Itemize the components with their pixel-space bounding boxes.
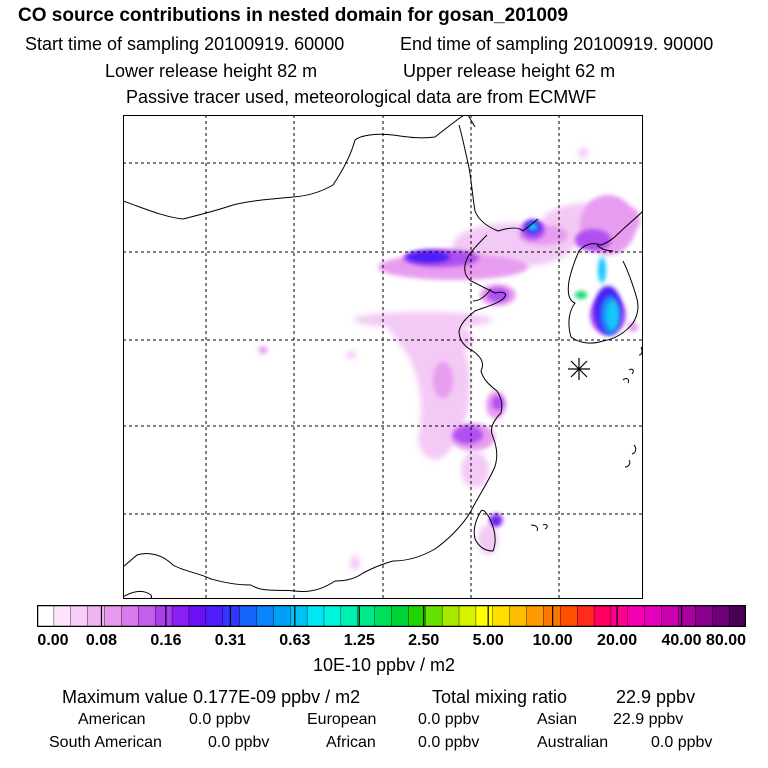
colorbar-cell	[256, 605, 275, 627]
colorbar-tick-label: 5.00	[472, 632, 504, 649]
colorbar-cell	[458, 605, 477, 627]
colorbar-cell	[712, 605, 730, 627]
coastlines	[123, 115, 643, 599]
high-plume	[528, 223, 620, 335]
map-panel	[123, 115, 643, 599]
colorbar-cell	[357, 605, 376, 627]
colorbar-tick-label: 2.50	[408, 632, 440, 649]
colorbar-cell	[560, 605, 578, 627]
colorbar-tick-label: 80.00	[705, 632, 747, 649]
colorbar-cell	[53, 605, 72, 627]
plot-title: CO source contributions in nested domain…	[18, 5, 569, 26]
colorbar-cell	[526, 605, 545, 627]
colorbar-cell	[188, 605, 207, 627]
map-frame	[123, 115, 643, 599]
region-african-value: 0.0 ppbv	[418, 734, 480, 751]
colorbar-cell	[475, 605, 494, 627]
region-asian-label: Asian	[537, 711, 578, 728]
colorbar-cell	[154, 605, 173, 627]
colorbar-cell	[728, 605, 746, 627]
colorbar-cell	[70, 605, 89, 627]
colorbar-cell	[425, 605, 443, 627]
colorbar-tick-label: 40.00	[661, 632, 702, 649]
colorbar-cell	[138, 605, 156, 627]
plume-layer	[259, 148, 640, 570]
region-european-label: European	[307, 711, 377, 728]
colorbar-cell	[323, 605, 342, 627]
colorbar-tick-label: 0.16	[150, 632, 182, 649]
colorbar-tick-label: 0.00	[37, 632, 69, 649]
graticule	[123, 115, 643, 599]
colorbar-tick-label: 0.31	[214, 632, 246, 649]
end-time-label: End time of sampling 20100919. 90000	[400, 34, 714, 54]
colorbar-cell	[273, 605, 292, 627]
maximum-value-label: Maximum value 0.177E-09 ppbv / m2	[62, 687, 361, 707]
colorbar-cell	[306, 605, 325, 627]
colorbar-cell	[340, 605, 359, 627]
colorbar-major-dividers	[100, 605, 683, 627]
colorbar-cell	[37, 605, 55, 627]
colorbar-cell	[205, 605, 224, 627]
colorbar-cell	[593, 605, 612, 627]
region-american-value: 0.0 ppbv	[189, 711, 251, 728]
receptor-asterisk-marker	[568, 358, 590, 380]
region-european-value: 0.0 ppbv	[418, 711, 480, 728]
colorbar-tick-label: 0.08	[85, 632, 118, 649]
colorbar-cell	[239, 605, 258, 627]
colorbar-cell	[509, 605, 528, 627]
colorbar-cell	[661, 605, 680, 627]
colorbar-cell	[171, 605, 190, 627]
tracer-note: Passive tracer used, meteorological data…	[126, 87, 597, 107]
colorbar-cell	[644, 605, 663, 627]
colorbar-tick-label: 20.00	[597, 632, 638, 649]
colorbar-cell	[610, 605, 629, 627]
total-mixing-ratio-value: 22.9 ppbv	[616, 687, 696, 707]
colorbar-cell	[492, 605, 511, 627]
region-american-label: American	[78, 711, 146, 728]
colorbar-cell	[576, 605, 595, 627]
colorbar-tick-label: 10.00	[532, 632, 573, 649]
colorbar	[37, 605, 746, 627]
colorbar-cell	[627, 605, 646, 627]
colorbar-cells	[37, 605, 746, 627]
colorbar-cell	[87, 605, 106, 627]
colorbar-frame	[37, 605, 746, 627]
colorbar-cell	[222, 605, 241, 627]
colorbar-cell	[695, 605, 714, 627]
colorbar-cell	[441, 605, 460, 627]
colorbar-cell	[374, 605, 393, 627]
upper-release-label: Upper release height 62 m	[403, 61, 616, 81]
region-asian-value: 22.9 ppbv	[613, 711, 684, 728]
region-south-american-value: 0.0 ppbv	[208, 734, 270, 751]
region-south-american-label: South American	[49, 734, 162, 751]
colorbar-cell	[290, 605, 308, 627]
region-australian-value: 0.0 ppbv	[651, 734, 713, 751]
lower-release-label: Lower release height 82 m	[105, 61, 318, 81]
colorbar-unit: 10E-10 ppbv / m2	[312, 655, 456, 675]
region-african-label: African	[326, 734, 376, 751]
colorbar-cell	[391, 605, 410, 627]
colorbar-tick-label: 0.63	[279, 632, 311, 649]
start-time-label: Start time of sampling 20100919. 60000	[25, 34, 345, 54]
colorbar-cell	[104, 605, 123, 627]
colorbar-tick-label: 1.25	[343, 632, 375, 649]
region-australian-label: Australian	[537, 734, 609, 751]
total-mixing-ratio-label: Total mixing ratio	[432, 687, 568, 707]
colorbar-cell	[121, 605, 140, 627]
